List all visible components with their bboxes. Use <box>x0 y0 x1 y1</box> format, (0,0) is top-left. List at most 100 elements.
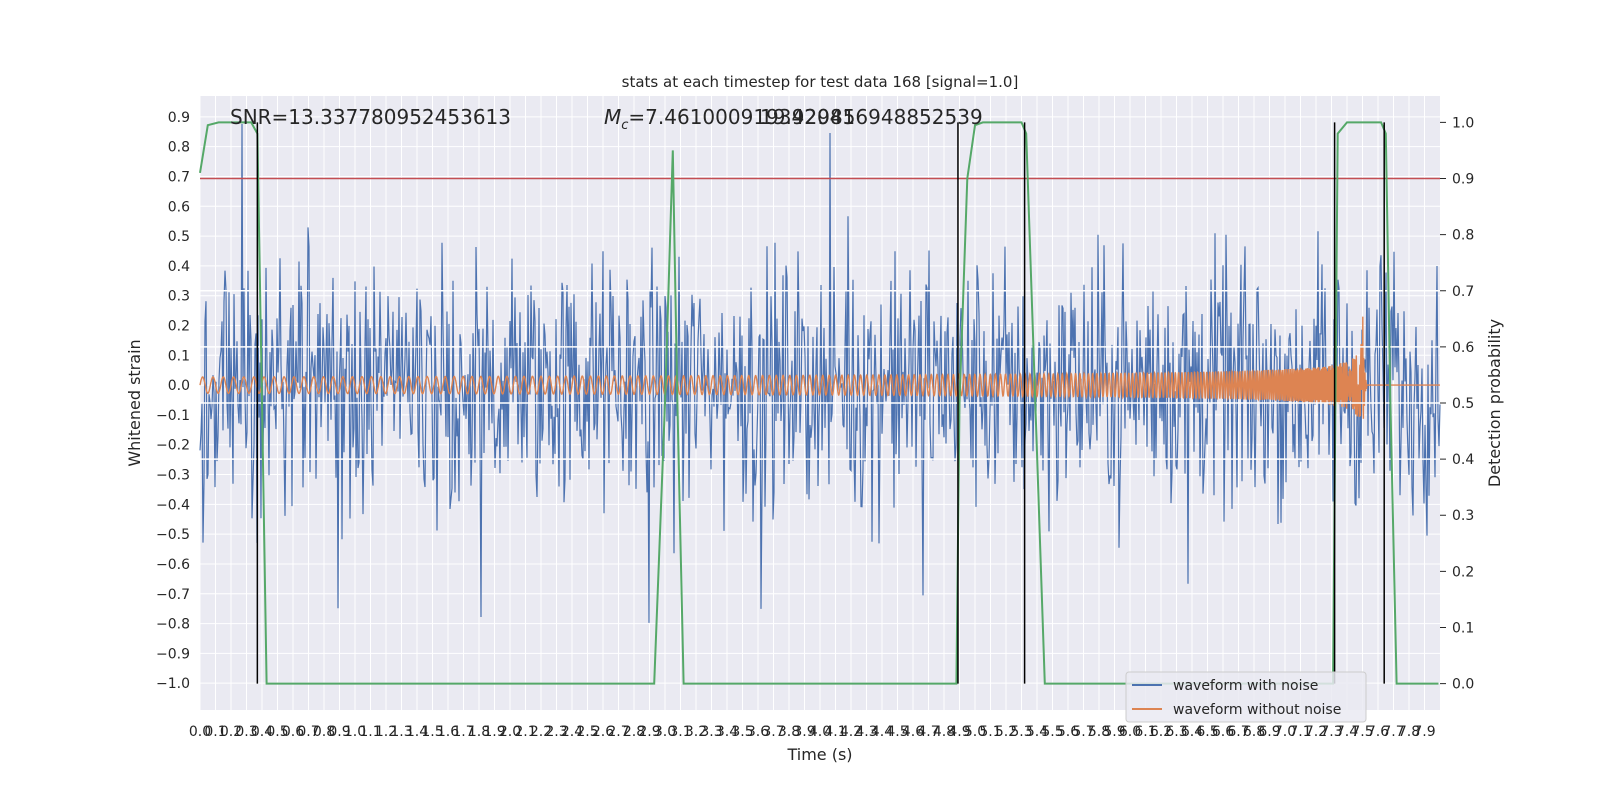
y-tick-label: 0.7 <box>168 169 190 185</box>
chirp-mass-value: =7.461000919342041 <box>628 105 855 129</box>
overlapping-annotation: 19.929856948852539 <box>760 105 983 129</box>
x-tick-label: 1.2 <box>375 724 397 740</box>
y-tick-label: 0.2 <box>168 319 190 335</box>
y2-tick-label: 1.0 <box>1452 115 1474 131</box>
y-tick-label: −0.2 <box>156 438 190 454</box>
x-tick-label: 1.0 <box>344 724 366 740</box>
y-tick-label: 0.4 <box>168 259 190 275</box>
chirp-mass-annotation: Mc=7.461000919342041 <box>604 105 855 133</box>
x-tick-label: 5.8 <box>1088 724 1110 740</box>
x-tick-label: 5.0 <box>964 724 986 740</box>
y-tick-label: 0.6 <box>168 199 190 215</box>
x-tick-label: 1.6 <box>437 724 459 740</box>
x-tick-label: 5.3 <box>1010 724 1032 740</box>
x-tick-label: 4.7 <box>917 724 939 740</box>
x-tick-label: 5.4 <box>1026 724 1048 740</box>
snr-annotation: SNR=13.337780952453613 <box>230 105 511 129</box>
y-tick-label: −1.0 <box>156 676 190 692</box>
x-tick-label: 7.5 <box>1351 724 1373 740</box>
x-tick-label: 6.5 <box>1196 724 1218 740</box>
x-tick-label: 1.8 <box>468 724 490 740</box>
x-tick-label: 0.0 <box>189 724 211 740</box>
x-tick-label: 2.8 <box>623 724 645 740</box>
x-tick-label: 7.3 <box>1320 724 1342 740</box>
x-tick-label: 7.4 <box>1336 724 1358 740</box>
x-tick-label: 5.9 <box>1103 724 1125 740</box>
legend: waveform with noise waveform without noi… <box>1125 671 1367 723</box>
x-tick-label: 0.3 <box>235 724 257 740</box>
y2-tick-label: 0.2 <box>1452 564 1474 580</box>
clean-waveform-line <box>199 316 1440 419</box>
x-tick-label: 3.3 <box>700 724 722 740</box>
y2-tick-label: 0.0 <box>1452 677 1474 693</box>
x-tick-label: 6.3 <box>1165 724 1187 740</box>
y2-tick-label: 0.5 <box>1452 396 1474 412</box>
x-tick-label: 7.7 <box>1382 724 1404 740</box>
chirp-mass-symbol: M <box>604 105 621 129</box>
x-tick-label: 4.1 <box>824 724 846 740</box>
x-tick-label: 1.3 <box>390 724 412 740</box>
y-tick-label: −0.5 <box>156 527 190 543</box>
legend-box <box>1125 671 1367 723</box>
y2-tick-label: 0.4 <box>1452 452 1474 468</box>
y-tick-label: 0.9 <box>168 110 190 126</box>
y-tick-label: −0.9 <box>156 646 190 662</box>
y-tick-label: −0.1 <box>156 408 190 424</box>
x-tick-label: 3.8 <box>778 724 800 740</box>
x-tick-label: 3.0 <box>654 724 676 740</box>
x-tick-label: 5.7 <box>1072 724 1094 740</box>
y-tick-label: 0.0 <box>168 378 190 394</box>
x-tick-label: 7.0 <box>1274 724 1296 740</box>
x-tick-label: 1.9 <box>483 724 505 740</box>
x-tick-label: 0.2 <box>220 724 242 740</box>
x-tick-label: 4.9 <box>948 724 970 740</box>
x-tick-label: 0.9 <box>328 724 350 740</box>
x-tick-label: 5.6 <box>1057 724 1079 740</box>
chart-title: stats at each timestep for test data 168… <box>622 73 1019 91</box>
x-tick-label: 3.5 <box>731 724 753 740</box>
y-tick-label: 0.3 <box>168 289 190 305</box>
x-tick-label: 4.6 <box>902 724 924 740</box>
y-tick-label: −0.3 <box>156 468 190 484</box>
probability-reference-lines <box>200 177 1440 460</box>
x-tick-label: 0.8 <box>313 724 335 740</box>
y2-axis-ticks: 1.0 0.9 0.8 0.7 0.6 0.5 0.4 0.3 0.2 0.1 0.0 <box>1440 115 1474 693</box>
x-tick-label: 2.5 <box>576 724 598 740</box>
x-tick-label: 2.4 <box>561 724 583 740</box>
y-tick-label: 0.8 <box>168 140 190 156</box>
x-tick-label: 1.5 <box>421 724 443 740</box>
x-tick-label: 4.3 <box>855 724 877 740</box>
x-tick-label: 4.4 <box>871 724 893 740</box>
x-tick-label: 0.1 <box>204 724 226 740</box>
y-tick-label: 0.1 <box>168 348 190 364</box>
x-tick-label: 2.2 <box>530 724 552 740</box>
x-tick-label: 3.6 <box>747 724 769 740</box>
x-tick-label: 3.2 <box>685 724 707 740</box>
x-tick-label: 3.1 <box>669 724 691 740</box>
x-tick-label: 6.8 <box>1243 724 1265 740</box>
y-axis-ticks: 0.9 0.8 0.7 0.6 0.5 0.4 0.3 0.2 0.1 0.0 −0.1 −0.2 −0… <box>156 110 190 692</box>
y2-tick-label: 0.8 <box>1452 228 1474 244</box>
x-tick-label: 2.3 <box>545 724 567 740</box>
x-tick-label: 3.9 <box>793 724 815 740</box>
x-tick-label: 7.6 <box>1367 724 1389 740</box>
x-tick-label: 2.9 <box>638 724 660 740</box>
y2-axis-label: Detection probability <box>1485 319 1504 487</box>
x-tick-label: 6.9 <box>1258 724 1280 740</box>
x-tick-label: 0.6 <box>282 724 304 740</box>
x-tick-label: 6.4 <box>1181 724 1203 740</box>
x-tick-label: 2.7 <box>607 724 629 740</box>
y2-tick-label: 0.6 <box>1452 340 1474 356</box>
y2-tick-label: 0.9 <box>1452 172 1474 188</box>
x-tick-label: 7.8 <box>1398 724 1420 740</box>
y-tick-label: −0.7 <box>156 587 190 603</box>
x-tick-label: 0.7 <box>297 724 319 740</box>
x-tick-label: 5.5 <box>1041 724 1063 740</box>
legend-label-clean: waveform without noise <box>1173 702 1341 718</box>
x-tick-label: 0.4 <box>251 724 273 740</box>
y-tick-label: 0.5 <box>168 229 190 245</box>
x-tick-label: 6.6 <box>1212 724 1234 740</box>
clean-waveform-series <box>199 316 1440 419</box>
y-tick-label: −0.8 <box>156 617 190 633</box>
